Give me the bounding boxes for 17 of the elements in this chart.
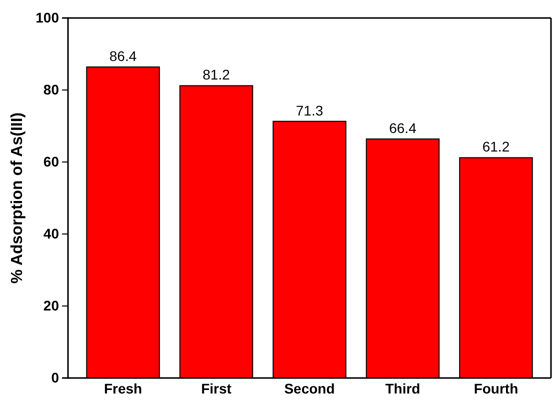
y-tick-label: 20 xyxy=(43,297,60,314)
data-label: 61.2 xyxy=(482,138,510,155)
x-tick-label: Third xyxy=(385,380,420,397)
x-tick-label: First xyxy=(201,380,232,397)
data-label: 71.3 xyxy=(296,102,324,118)
y-tick-label: 80 xyxy=(43,81,60,98)
y-tick-label: 40 xyxy=(43,225,60,242)
y-tick-label: 60 xyxy=(43,153,60,170)
x-tick-label: Fourth xyxy=(474,380,518,397)
data-label: 81.2 xyxy=(202,66,230,83)
y-axis-title: % Adsorption of As(III) xyxy=(9,112,26,284)
y-tick-label: 0 xyxy=(51,369,60,386)
data-label: 66.4 xyxy=(389,120,417,136)
x-tick-label: Fresh xyxy=(104,380,142,397)
x-tick-label: Second xyxy=(284,380,335,397)
y-tick-label: 100 xyxy=(36,9,60,26)
data-label: 86.4 xyxy=(109,48,137,64)
